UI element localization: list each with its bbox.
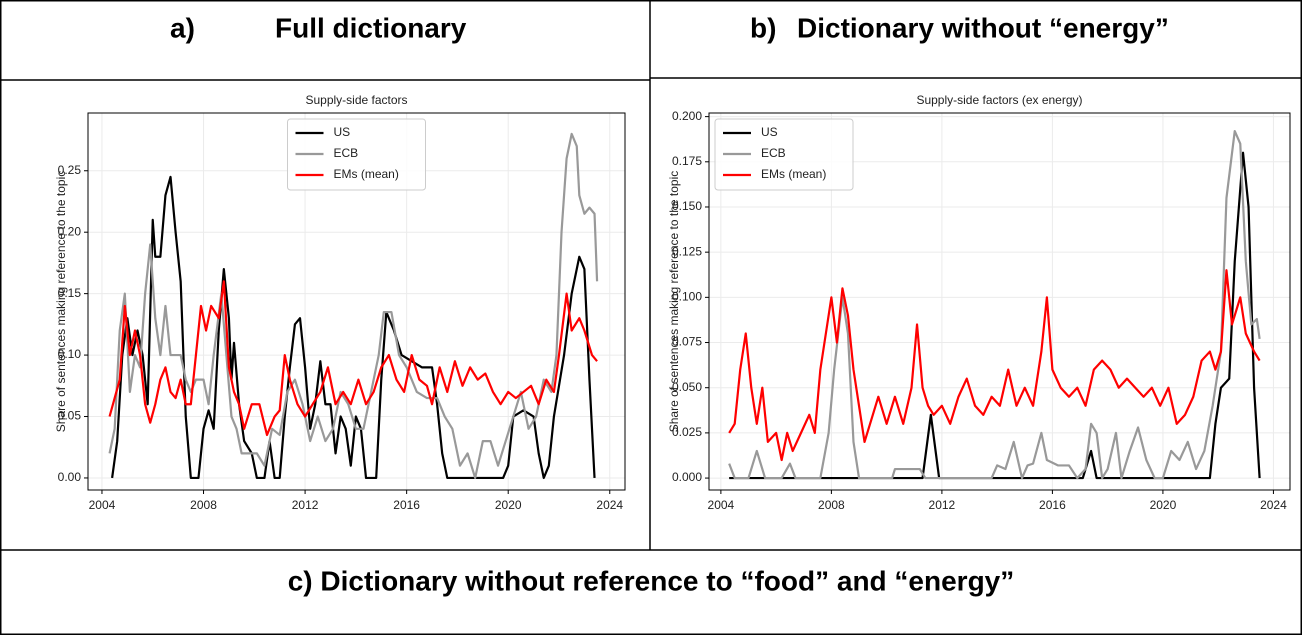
legend-label: ECB	[334, 146, 359, 160]
y-axis-label: Share of sentences making reference to t…	[667, 171, 681, 433]
x-tick-label: 2016	[1039, 498, 1066, 512]
legend-label: EMs (mean)	[761, 167, 826, 181]
legend-label: ECB	[761, 146, 786, 160]
y-tick-label: 0.125	[672, 244, 702, 258]
series-line	[729, 151, 1261, 480]
x-tick-label: 2016	[393, 498, 420, 512]
chart-title: Supply-side factors	[305, 93, 407, 107]
x-tick-label: 2012	[292, 498, 319, 512]
x-tick-label: 2024	[596, 498, 623, 512]
legend-box	[287, 118, 426, 191]
axes-frame	[87, 112, 626, 491]
x-tick-label: 2012	[929, 498, 956, 512]
y-tick-label: 0.25	[58, 163, 82, 177]
y-tick-label: 0.20	[58, 224, 82, 238]
panel-label: a)	[170, 12, 195, 43]
y-tick-label: 0.150	[672, 199, 702, 213]
series-line	[728, 129, 1261, 480]
panel-title: Full dictionary	[275, 12, 467, 43]
x-tick-label: 2008	[190, 498, 217, 512]
y-tick-label: 0.200	[672, 109, 702, 123]
series-line	[108, 280, 598, 437]
axes-frame	[708, 112, 1291, 491]
legend-label: US	[761, 125, 778, 139]
y-axis-label: Share of sentences making reference to t…	[54, 171, 68, 433]
x-tick-label: 2004	[708, 498, 735, 512]
legend-box	[714, 118, 854, 191]
panel-title: Dictionary without “energy”	[797, 12, 1169, 43]
series-line	[728, 269, 1261, 462]
y-tick-label: 0.000	[672, 470, 702, 484]
x-tick-label: 2004	[89, 498, 116, 512]
y-tick-label: 0.05	[58, 409, 82, 423]
chart-title: Supply-side factors (ex energy)	[916, 93, 1082, 107]
x-tick-label: 2008	[818, 498, 845, 512]
legend-label: EMs (mean)	[334, 167, 399, 181]
x-tick-label: 2020	[1150, 498, 1177, 512]
x-tick-label: 2024	[1260, 498, 1287, 512]
y-tick-label: 0.15	[58, 286, 82, 300]
y-tick-label: 0.100	[672, 290, 702, 304]
x-tick-label: 2020	[495, 498, 522, 512]
y-tick-label: 0.10	[58, 347, 82, 361]
series-line	[111, 175, 596, 480]
y-tick-label: 0.025	[672, 425, 702, 439]
panel-label: b)	[750, 12, 776, 43]
series-line	[108, 132, 599, 480]
panel-title: c) Dictionary without reference to “food…	[288, 565, 1015, 596]
y-tick-label: 0.00	[58, 470, 82, 484]
y-tick-label: 0.075	[672, 335, 702, 349]
y-tick-label: 0.050	[672, 380, 702, 394]
y-tick-label: 0.175	[672, 154, 702, 168]
legend-label: US	[334, 125, 351, 139]
